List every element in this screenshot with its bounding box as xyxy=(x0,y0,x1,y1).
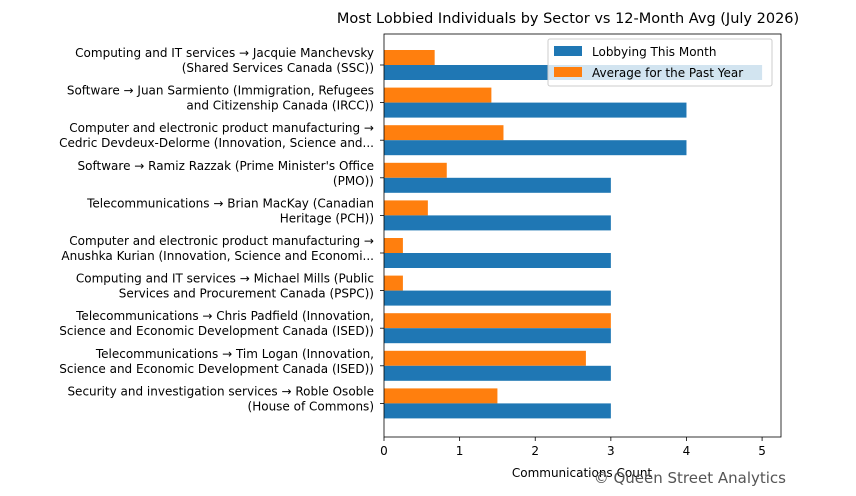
axes-frame xyxy=(383,33,782,438)
y-tick-label: Security and investigation services → Ro… xyxy=(67,384,374,413)
y-tick-label: Computer and electronic product manufact… xyxy=(61,234,374,263)
bar-average-past-year xyxy=(384,313,611,329)
bar-average-past-year xyxy=(384,50,435,65)
y-tick-label: Computing and IT services → Jacquie Manc… xyxy=(75,46,374,75)
y-tick-label: Software → Juan Sarmiento (Immigration, … xyxy=(67,84,374,113)
x-tick-label: 2 xyxy=(531,444,539,458)
y-tick-label: Telecommunications → Tim Logan (Innovati… xyxy=(59,347,374,376)
bar-lobbying-this-month xyxy=(384,290,611,306)
legend-swatch xyxy=(554,67,582,77)
x-axis-label: Communications Count xyxy=(512,466,653,480)
legend-label: Average for the Past Year xyxy=(592,66,743,80)
bar-lobbying-this-month xyxy=(384,177,611,193)
legend-label: Lobbying This Month xyxy=(592,45,716,59)
x-tick-label: 5 xyxy=(758,444,766,458)
bar-average-past-year xyxy=(384,275,403,291)
x-tick-label: 3 xyxy=(607,444,615,458)
bar-lobbying-this-month xyxy=(384,102,687,118)
x-tick-label: 0 xyxy=(380,444,388,458)
legend-swatch xyxy=(554,46,582,56)
bar-lobbying-this-month xyxy=(384,253,611,268)
x-tick-label: 1 xyxy=(456,444,464,458)
y-tick-label: Telecommunications → Chris Padfield (Inn… xyxy=(59,309,374,338)
bar-average-past-year xyxy=(384,162,447,178)
bar-average-past-year xyxy=(384,87,492,103)
bar-lobbying-this-month xyxy=(384,365,611,381)
bar-lobbying-this-month xyxy=(384,403,611,419)
plot-area: Computing and IT services → Jacquie Manc… xyxy=(59,33,782,458)
bar-average-past-year xyxy=(384,350,586,366)
y-tick-label: Software → Ramiz Razzak (Prime Minister'… xyxy=(78,159,374,188)
y-tick-label: Telecommunications → Brian MacKay (Canad… xyxy=(86,196,374,225)
bar-lobbying-this-month xyxy=(384,328,611,344)
chart-title: Most Lobbied Individuals by Sector vs 12… xyxy=(337,11,799,27)
bar-average-past-year xyxy=(384,125,504,141)
y-tick-label: Computing and IT services → Michael Mill… xyxy=(76,272,374,301)
bar-lobbying-this-month xyxy=(384,215,611,231)
x-tick-label: 4 xyxy=(683,444,691,458)
bar-lobbying-this-month xyxy=(384,140,687,156)
y-tick-label: Computer and electronic product manufact… xyxy=(59,121,374,150)
legend-box xyxy=(547,38,773,87)
bar-average-past-year xyxy=(384,238,403,253)
watermark-text: © Queen Street Analytics xyxy=(594,469,786,487)
legend: Lobbying This Month Average for the Past … xyxy=(547,38,773,87)
bar-average-past-year xyxy=(384,388,498,404)
bar-average-past-year xyxy=(384,200,428,216)
